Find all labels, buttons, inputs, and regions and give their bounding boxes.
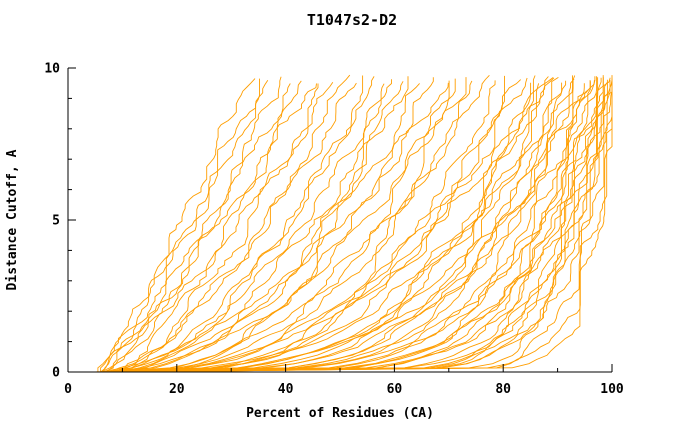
model-curve [111,82,449,373]
model-curve [122,82,532,373]
model-curve [100,83,291,372]
model-curve [111,80,302,373]
model-curve [111,75,505,373]
model-curve [122,79,613,373]
model-curve [122,77,555,373]
y-tick-label: 5 [52,214,60,229]
model-curve [100,79,392,373]
chart-title: T1047s2-D2 [307,11,397,29]
x-tick-label: 60 [387,382,403,397]
model-curve [127,83,540,373]
model-curve [127,80,496,373]
model-curve [106,76,596,373]
y-axis-label: Distance Cutoff, A [5,149,20,290]
model-curve [100,81,334,373]
model-curve [122,80,450,373]
model-curve [116,75,573,373]
model-curve [122,76,409,373]
model-curve [106,74,351,373]
y-tick-label: 0 [52,366,60,381]
x-tick-label: 40 [278,382,294,397]
model-curve [127,80,567,373]
model-curve [111,75,576,373]
model-curve [106,77,528,373]
model-curve [111,77,559,373]
model-curve [106,78,456,373]
model-curve [95,77,602,373]
model-curve [127,83,613,373]
model-curve [133,80,595,373]
model-curve [108,83,319,373]
model-curve [100,75,364,373]
model-curve [100,77,554,373]
model-curve [116,76,549,373]
model-curve [116,75,604,373]
model-curve [100,77,604,373]
model-curve [116,77,434,373]
model-curve [111,76,598,373]
x-axis-label: Percent of Residues (CA) [246,406,434,421]
model-curve [133,77,611,373]
model-curve [116,82,608,373]
model-curve [111,82,357,373]
model-curve [97,78,260,372]
model-curve [122,78,575,373]
model-curves-group [95,74,613,373]
model-curve [111,74,490,373]
model-curve [102,80,269,373]
model-curve [100,78,256,373]
model-curve [106,75,613,373]
model-curve [111,79,613,373]
model-curve [95,83,585,373]
model-curve [106,77,467,373]
y-tick-label: 10 [44,62,60,77]
model-curve [116,76,375,373]
model-curve [103,83,317,373]
model-curve [111,75,536,373]
x-tick-label: 20 [169,382,185,397]
x-tick-label: 80 [495,382,511,397]
x-tick-label: 100 [600,382,624,397]
model-curve [116,80,473,373]
x-tick-label: 0 [64,382,72,397]
model-curve [100,82,563,373]
model-curve [133,79,611,373]
model-curve [116,79,522,373]
